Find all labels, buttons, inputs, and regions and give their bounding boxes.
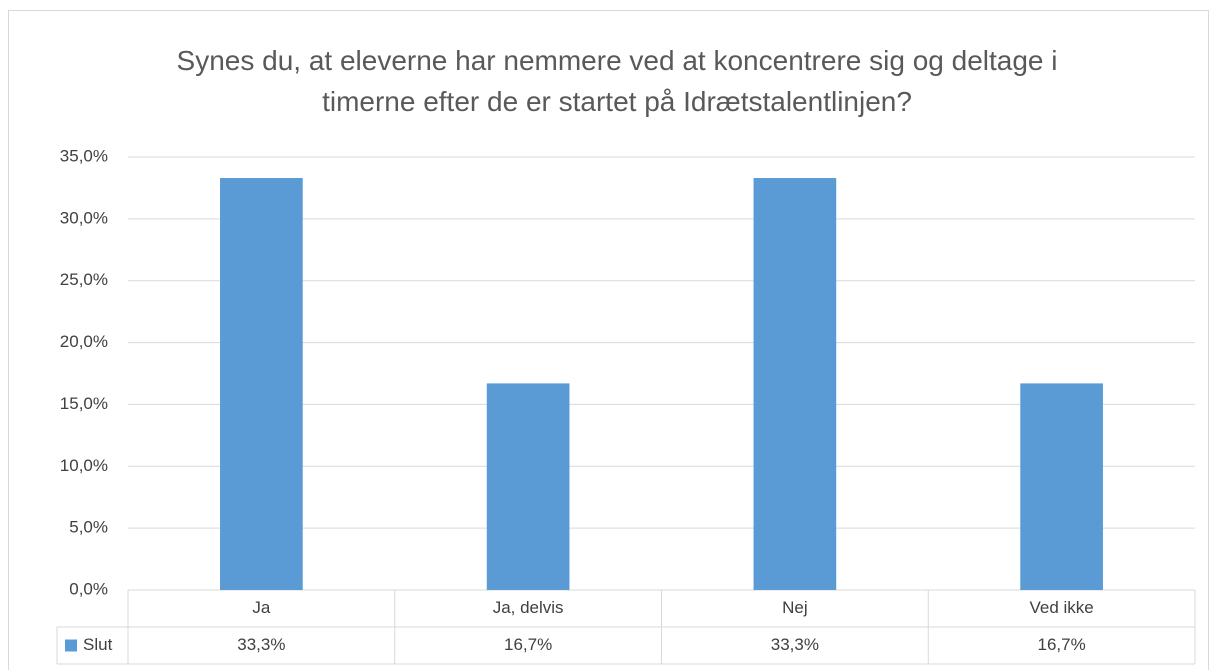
- legend-key: [65, 639, 77, 652]
- bar: [753, 178, 837, 590]
- data-table-value: 16,7%: [1038, 635, 1086, 654]
- data-table-value: 33,3%: [771, 635, 819, 654]
- y-tick-label: 25,0%: [60, 270, 108, 289]
- x-tick-label: Ved ikke: [1029, 598, 1093, 617]
- y-tick-label: 0,0%: [69, 579, 108, 598]
- chart-title: Synes du, at eleverne har nemmere ved at…: [176, 45, 1058, 117]
- legend-label: Slut: [83, 635, 113, 654]
- y-tick-label: 20,0%: [60, 332, 108, 351]
- chart-frame: [8, 10, 1209, 670]
- x-tick-label: Nej: [782, 598, 808, 617]
- data-table-value: 16,7%: [504, 635, 552, 654]
- y-tick-label: 30,0%: [60, 208, 108, 227]
- data-table-value: 33,3%: [237, 635, 285, 654]
- y-tick-label: 35,0%: [60, 146, 108, 165]
- y-tick-label: 10,0%: [60, 456, 108, 475]
- bar: [1020, 383, 1103, 590]
- y-tick-label: 5,0%: [69, 518, 108, 537]
- x-tick-label: Ja, delvis: [493, 598, 564, 617]
- x-tick-label: Ja: [252, 598, 271, 617]
- y-tick-label: 15,0%: [60, 394, 108, 413]
- bar: [486, 383, 570, 590]
- bar: [220, 178, 303, 590]
